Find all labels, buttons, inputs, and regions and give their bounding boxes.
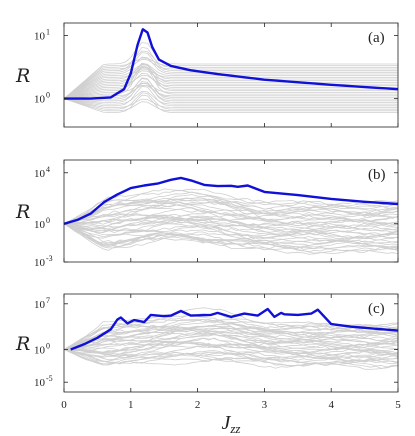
- y-tick-label: 104: [34, 165, 50, 180]
- grey-series-line: [63, 52, 398, 99]
- y-tick-label: 100: [34, 91, 50, 106]
- grey-series-line: [63, 92, 398, 110]
- grey-series-line: [63, 214, 399, 225]
- y-tick-label: 100: [34, 342, 50, 357]
- grey-series-line: [63, 333, 399, 350]
- panel-3: 107 100 10-5 R (c) 0 1 2 3 4 5 Jzz: [15, 293, 401, 436]
- grey-series-line: [63, 223, 399, 243]
- grey-series-line: [63, 57, 398, 99]
- grey-series-line: [63, 188, 399, 225]
- x-tick-label: 5: [395, 399, 401, 411]
- max-series-line: [63, 176, 399, 225]
- grey-series-line: [63, 329, 399, 350]
- grey-series-line: [63, 50, 398, 99]
- panel-label: (b): [368, 167, 386, 183]
- grey-series-line: [63, 342, 399, 361]
- panel-1: 101 100 R (a): [15, 22, 399, 128]
- grey-series-line: [63, 94, 398, 113]
- grey-series-line: [63, 330, 399, 350]
- panel-2: 104 100 10-3 R (b): [15, 159, 399, 269]
- x-tick-label: 1: [128, 399, 134, 411]
- y-tick-label: 100: [34, 216, 50, 231]
- grey-series-line: [63, 326, 399, 350]
- y-tick-label: 101: [34, 28, 50, 43]
- grey-series-line: [63, 65, 398, 99]
- grey-series-line: [63, 82, 398, 102]
- grey-series-line: [63, 64, 398, 99]
- y-tick-label: 10-3: [34, 254, 53, 269]
- grey-series-line: [63, 84, 398, 99]
- panel-frame: [63, 293, 399, 393]
- grey-series-line: [63, 223, 399, 250]
- panel-frame: [63, 159, 399, 263]
- grey-series-line: [63, 77, 398, 100]
- grey-series-line: [63, 85, 398, 107]
- x-tick-label: 0: [61, 399, 67, 411]
- grey-series-line: [63, 66, 398, 99]
- grey-series-line: [63, 349, 399, 361]
- y-axis-label: R: [15, 201, 30, 223]
- grey-series-line: [63, 72, 398, 99]
- grey-series-line: [63, 63, 398, 99]
- grey-series-line: [63, 345, 399, 362]
- grey-series-line: [63, 191, 399, 225]
- y-tick-label: 10-5: [34, 374, 53, 389]
- max-series-line: [70, 307, 399, 351]
- grey-series-line: [63, 221, 399, 242]
- x-axis-label: Jzz: [221, 412, 240, 436]
- grey-series-line: [63, 98, 398, 108]
- y-axis-label: R: [15, 333, 30, 355]
- max-series-line: [64, 28, 399, 100]
- grey-series-line: [63, 312, 399, 350]
- y-tick-label: 107: [34, 296, 50, 311]
- panel-label: (a): [368, 30, 385, 46]
- grey-series-line: [63, 46, 398, 99]
- grey-series-line: [63, 216, 399, 229]
- grey-series-line: [63, 319, 399, 350]
- grey-series-line: [63, 216, 399, 230]
- grey-series-line: [63, 349, 399, 367]
- x-tick-label: 4: [328, 399, 334, 411]
- y-axis-label: R: [15, 65, 30, 87]
- x-tick-label: 3: [262, 399, 268, 411]
- grey-series-line: [63, 325, 399, 350]
- grey-series-line: [63, 340, 399, 357]
- grey-series-line: [63, 349, 399, 365]
- grey-series-line: [63, 56, 398, 99]
- x-tick-label: 2: [195, 399, 201, 411]
- grey-series-line: [63, 330, 399, 350]
- grey-series-line: [63, 198, 399, 225]
- grey-series-line: [63, 42, 398, 99]
- grey-series-line: [63, 58, 398, 99]
- grey-series-line: [63, 223, 399, 244]
- grey-series-line: [63, 67, 398, 99]
- grey-series-line: [63, 98, 398, 112]
- grey-series-line: [63, 62, 398, 99]
- panel-label: (c): [368, 301, 385, 317]
- grey-series-line: [63, 70, 398, 99]
- grey-series-line: [63, 201, 399, 225]
- grey-series-line: [63, 223, 399, 250]
- grey-series-line: [63, 81, 398, 103]
- grey-series-line: [63, 68, 398, 99]
- grey-series-line: [63, 188, 399, 225]
- grey-series-line: [63, 78, 398, 99]
- grey-series-line: [63, 220, 399, 235]
- panel-frame: [63, 22, 399, 128]
- grey-series-line: [63, 197, 399, 225]
- grey-series-line: [63, 349, 399, 365]
- grey-series-line: [63, 90, 398, 105]
